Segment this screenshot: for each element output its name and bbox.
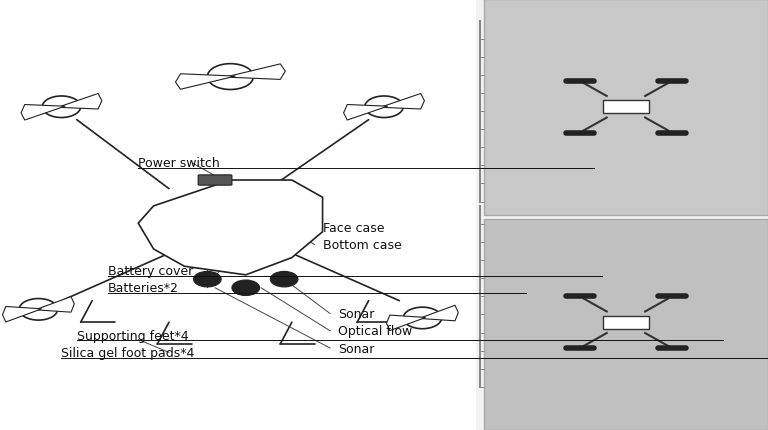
Text: Face case: Face case	[323, 221, 384, 234]
Polygon shape	[603, 101, 649, 114]
Polygon shape	[2, 307, 41, 322]
Circle shape	[42, 97, 81, 118]
Circle shape	[194, 272, 221, 287]
Text: Optical flow: Optical flow	[338, 325, 412, 338]
FancyBboxPatch shape	[0, 0, 476, 430]
Polygon shape	[386, 315, 425, 331]
Circle shape	[19, 299, 58, 320]
Text: Bottom case: Bottom case	[323, 239, 402, 252]
Polygon shape	[343, 105, 388, 121]
Text: Batteries*2: Batteries*2	[108, 282, 178, 295]
Circle shape	[270, 272, 298, 287]
Circle shape	[365, 97, 403, 118]
Polygon shape	[176, 74, 235, 90]
Polygon shape	[603, 316, 649, 329]
Circle shape	[207, 64, 253, 90]
FancyBboxPatch shape	[198, 175, 232, 186]
Polygon shape	[226, 65, 285, 80]
Text: Sonar: Sonar	[338, 307, 374, 320]
Text: Power switch: Power switch	[138, 157, 220, 170]
Text: Silica gel foot pads*4: Silica gel foot pads*4	[61, 346, 195, 359]
Polygon shape	[138, 181, 323, 275]
Text: Sonar: Sonar	[338, 342, 374, 355]
Polygon shape	[419, 306, 458, 321]
Polygon shape	[380, 94, 425, 110]
Polygon shape	[35, 297, 74, 313]
FancyBboxPatch shape	[484, 219, 768, 430]
FancyBboxPatch shape	[484, 0, 768, 215]
Circle shape	[403, 307, 442, 329]
Text: Supporting feet*4: Supporting feet*4	[77, 329, 188, 342]
Text: Battery cover: Battery cover	[108, 264, 193, 277]
Polygon shape	[58, 94, 102, 110]
Polygon shape	[21, 105, 65, 121]
Circle shape	[232, 280, 260, 296]
